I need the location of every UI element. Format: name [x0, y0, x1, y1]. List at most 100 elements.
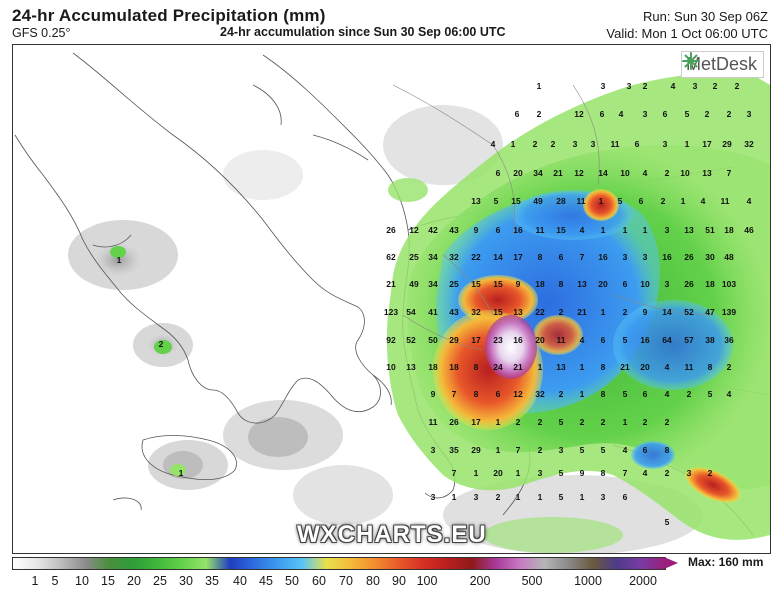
precip-value: 3: [627, 81, 632, 91]
precip-value: 4: [643, 168, 648, 178]
precip-value: 16: [662, 252, 672, 262]
precip-value-labels: 1 3 3 2 4 3 2 26 2 12 6 4 3 6 5 2 2 34 1 2 2 3 3 11 6 3 1 17 29 326 20…: [384, 81, 754, 527]
legend-tick-label: 500: [521, 574, 543, 588]
precip-value: 26: [386, 225, 396, 235]
legend-tick-label: 20: [127, 574, 141, 588]
precip-value: 2: [643, 81, 648, 91]
precip-value: 1: [580, 389, 585, 399]
precip-value: 15: [493, 307, 503, 317]
precip-value: 6: [559, 252, 564, 262]
precip-value: 1: [580, 362, 585, 372]
precip-value: 12: [409, 225, 419, 235]
legend-tick-label: 80: [366, 574, 380, 588]
precip-value: 7: [623, 468, 628, 478]
precip-value: 4: [643, 468, 648, 478]
precip-value: 49: [409, 279, 419, 289]
precip-value: 3: [663, 139, 668, 149]
precip-value: 46: [744, 225, 754, 235]
legend-tick-label: 25: [153, 574, 167, 588]
precip-value: 7: [727, 168, 732, 178]
precip-value: 1: [452, 492, 457, 502]
precip-value: 32: [471, 307, 481, 317]
precip-value: 16: [598, 252, 608, 262]
precip-value: 13: [513, 307, 523, 317]
precip-value: 16: [513, 335, 523, 345]
precip-value: 20: [598, 279, 608, 289]
precip-value: 52: [684, 307, 694, 317]
precip-value: 4: [491, 139, 496, 149]
precip-value: 21: [620, 362, 630, 372]
precip-value: 17: [471, 335, 481, 345]
precip-value: 2: [623, 307, 628, 317]
legend-tick-label: 2000: [629, 574, 657, 588]
precip-value: 25: [449, 279, 459, 289]
precip-value: 1: [516, 468, 521, 478]
precip-value: 17: [513, 252, 523, 262]
precip-value: 4: [623, 445, 628, 455]
precipitation-map[interactable]: 1 3 3 2 4 3 2 2 6 2 12 6 4 3 6 5 2 2 3 4 1 2 2 3 3 11 6 3 1 17 29 32 6 20…: [12, 44, 771, 554]
precip-value: 139: [722, 307, 736, 317]
precip-value: 2: [687, 389, 692, 399]
precip-value: 14: [493, 252, 503, 262]
precip-value: 3: [643, 109, 648, 119]
metdesk-logo-icon: [681, 52, 700, 70]
precip-value: 17: [702, 139, 712, 149]
precip-value: 6: [515, 109, 520, 119]
metdesk-brand-name: MetDesk: [685, 54, 757, 74]
precip-value: 13: [556, 362, 566, 372]
precip-value: 23: [493, 335, 503, 345]
precip-value: 18: [724, 225, 734, 235]
precip-value: 2: [713, 81, 718, 91]
precip-value: 25: [409, 252, 419, 262]
precip-value: 8: [601, 468, 606, 478]
precip-value: 26: [449, 417, 459, 427]
precip-value: 2: [727, 362, 732, 372]
legend-tick-label: 40: [233, 574, 247, 588]
precip-value: 3: [431, 492, 436, 502]
precip-value: 26: [684, 279, 694, 289]
precip-value: 2: [665, 468, 670, 478]
precip-value: 18: [449, 362, 459, 372]
precip-value: 2: [661, 196, 666, 206]
precip-value: 11: [557, 335, 566, 345]
precip-value: 14: [662, 307, 672, 317]
precip-value: 8: [601, 389, 606, 399]
precip-value: 3: [643, 252, 648, 262]
legend-tick-label: 35: [205, 574, 219, 588]
precip-value: 4: [701, 196, 706, 206]
border-layer: [392, 84, 714, 351]
precip-value: 28: [556, 196, 566, 206]
precip-value: 21: [553, 168, 563, 178]
color-scale-bar: [12, 557, 666, 570]
precip-value: 20: [535, 335, 545, 345]
precip-value: 6: [623, 279, 628, 289]
precip-value: 2: [533, 139, 538, 149]
legend-tick-label: 60: [312, 574, 326, 588]
precip-value: 4: [619, 109, 624, 119]
precip-value: 8: [665, 445, 670, 455]
precip-value: 6: [601, 335, 606, 345]
precip-value: 4: [747, 196, 752, 206]
precip-value: 2: [580, 417, 585, 427]
precip-value: 1: [117, 255, 122, 265]
precip-value: 2: [559, 389, 564, 399]
precip-value: 21: [513, 362, 523, 372]
precip-value: 6: [496, 168, 501, 178]
precip-value: 34: [533, 168, 543, 178]
precip-value: 3: [431, 445, 436, 455]
precip-value: 11: [536, 225, 545, 235]
precip-value: 11: [685, 362, 694, 372]
precip-value: 5: [708, 389, 713, 399]
precip-value: 1: [516, 492, 521, 502]
precip-value: 42: [428, 225, 438, 235]
precip-value: 20: [640, 362, 650, 372]
precip-value: 3: [601, 81, 606, 91]
precip-value: 32: [744, 139, 754, 149]
precip-value: 10: [386, 362, 396, 372]
precip-value: 6: [643, 445, 648, 455]
map-canvas: 1 3 3 2 4 3 2 26 2 12 6 4 3 6 5 2 2 34 1 2 2 3 3 11 6 3 1 17 29 326 20…: [14, 52, 770, 553]
precip-value: 16: [640, 335, 650, 345]
precip-value: 11: [577, 196, 586, 206]
metdesk-logo[interactable]: MetDesk: [680, 51, 764, 78]
precip-value: 6: [643, 389, 648, 399]
